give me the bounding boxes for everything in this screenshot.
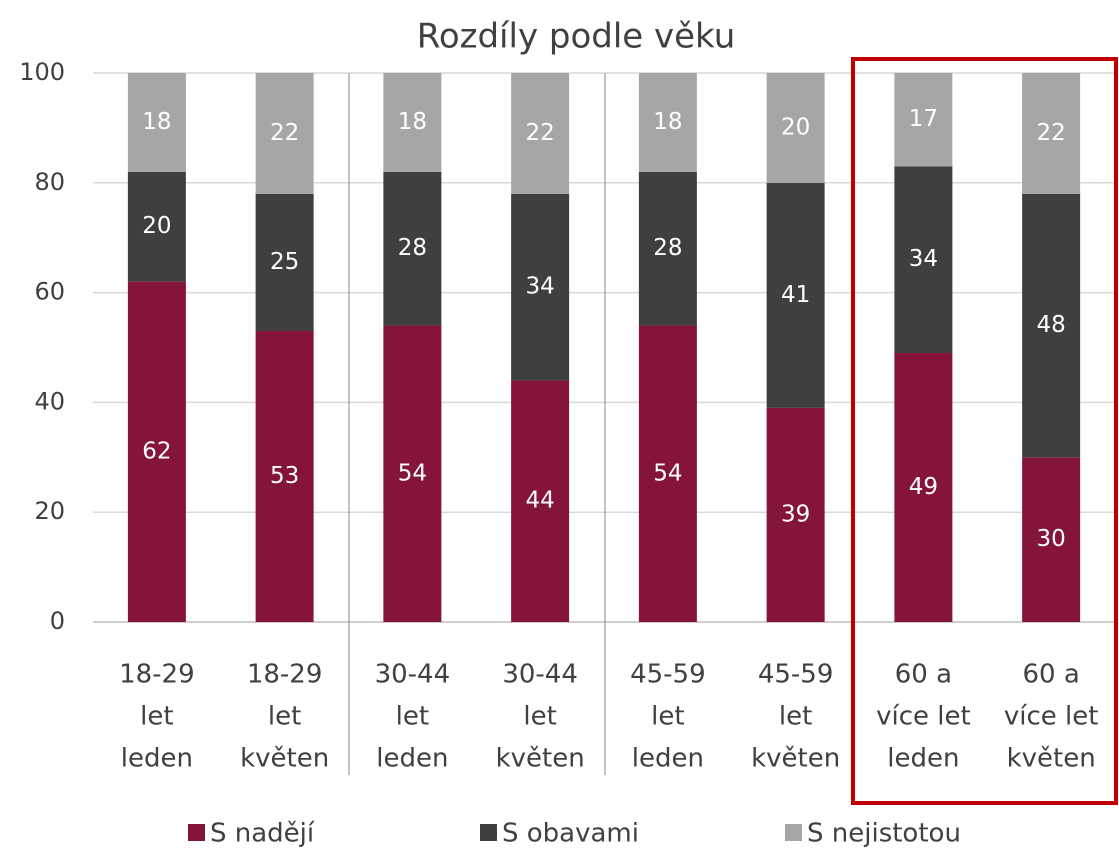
bar-segment: [255, 331, 314, 622]
x-tick-label: let: [268, 702, 301, 732]
data-label: 20: [781, 114, 810, 140]
bar-segment: [766, 407, 825, 622]
x-tick-label: 60 a: [895, 660, 952, 690]
bar-segment: [1022, 193, 1081, 458]
bar-segment: [638, 171, 697, 326]
bar-segment: [511, 380, 570, 622]
data-label: 22: [1036, 120, 1065, 146]
bar-segment: [511, 193, 570, 381]
data-label: 28: [653, 235, 682, 261]
x-tick-label: 18-29: [119, 660, 195, 690]
x-tick-label: více let: [1004, 702, 1099, 732]
x-tick-label: let: [523, 702, 556, 732]
data-label: 18: [142, 109, 171, 135]
data-label: 53: [270, 463, 299, 489]
data-label: 34: [525, 274, 554, 300]
data-label: 54: [398, 460, 427, 486]
y-tick-label: 60: [34, 278, 65, 306]
x-tick-label: květen: [751, 744, 840, 774]
x-tick-label: 45-59: [630, 660, 706, 690]
bar-segment: [766, 73, 825, 183]
data-label: 22: [270, 120, 299, 146]
data-label: 39: [781, 501, 810, 527]
data-label: 54: [653, 460, 682, 486]
legend-swatch: [188, 824, 205, 841]
highlight-box: [851, 57, 1118, 805]
x-tick-label: květen: [1007, 744, 1096, 774]
bar-segment: [511, 73, 570, 194]
bar-segment: [1022, 73, 1081, 194]
x-tick-label: let: [779, 702, 812, 732]
data-label: 18: [398, 109, 427, 135]
legend-swatch: [785, 824, 802, 841]
legend-label: S nadějí: [210, 819, 315, 849]
y-tick-label: 80: [34, 168, 65, 196]
bar-segment: [255, 193, 314, 332]
bar-segment: [383, 171, 442, 326]
x-tick-label: leden: [632, 744, 704, 774]
chart-title: Rozdíly podle věku: [417, 17, 736, 57]
legend-label: S obavami: [502, 819, 639, 849]
legend-swatch: [480, 824, 497, 841]
data-label: 28: [398, 235, 427, 261]
bar-segment: [383, 73, 442, 172]
data-label: 25: [270, 249, 299, 275]
data-label: 48: [1036, 312, 1065, 338]
data-label: 41: [781, 282, 810, 308]
x-tick-label: 60 a: [1022, 660, 1079, 690]
x-tick-label: 18-29: [247, 660, 323, 690]
data-label: 34: [909, 246, 938, 272]
bar-segment: [894, 352, 953, 622]
data-label: 44: [525, 488, 554, 514]
bar-segment: [1022, 457, 1081, 622]
x-tick-label: leden: [121, 744, 193, 774]
bar-segment: [894, 73, 953, 167]
bar-segment: [127, 171, 186, 282]
bar-segment: [127, 73, 186, 172]
data-label: 17: [909, 106, 938, 132]
data-label: 62: [142, 438, 171, 464]
x-tick-label: let: [140, 702, 173, 732]
data-label: 30: [1036, 526, 1065, 552]
y-tick-label: 40: [34, 387, 65, 415]
data-label: 20: [142, 213, 171, 239]
x-tick-label: 30-44: [502, 660, 578, 690]
data-label: 22: [525, 120, 554, 146]
bar-segment: [638, 73, 697, 172]
bar-segment: [383, 325, 442, 622]
bar-segment: [638, 325, 697, 622]
x-tick-label: let: [396, 702, 429, 732]
bar-segment: [894, 166, 953, 353]
x-tick-label: 45-59: [758, 660, 834, 690]
legend-label: S nejistotou: [807, 819, 961, 849]
y-tick-label: 20: [34, 497, 65, 525]
data-label: 18: [653, 109, 682, 135]
bar-segment: [766, 182, 825, 408]
x-tick-label: květen: [496, 744, 585, 774]
x-tick-label: let: [651, 702, 684, 732]
x-tick-label: více let: [876, 702, 971, 732]
x-tick-label: 30-44: [375, 660, 451, 690]
x-tick-label: květen: [240, 744, 329, 774]
y-tick-label: 100: [19, 58, 65, 86]
bar-segment: [255, 73, 314, 194]
x-tick-label: leden: [887, 744, 959, 774]
y-tick-label: 0: [50, 607, 65, 635]
x-tick-label: leden: [376, 744, 448, 774]
data-label: 49: [909, 474, 938, 500]
bar-segment: [127, 281, 186, 622]
